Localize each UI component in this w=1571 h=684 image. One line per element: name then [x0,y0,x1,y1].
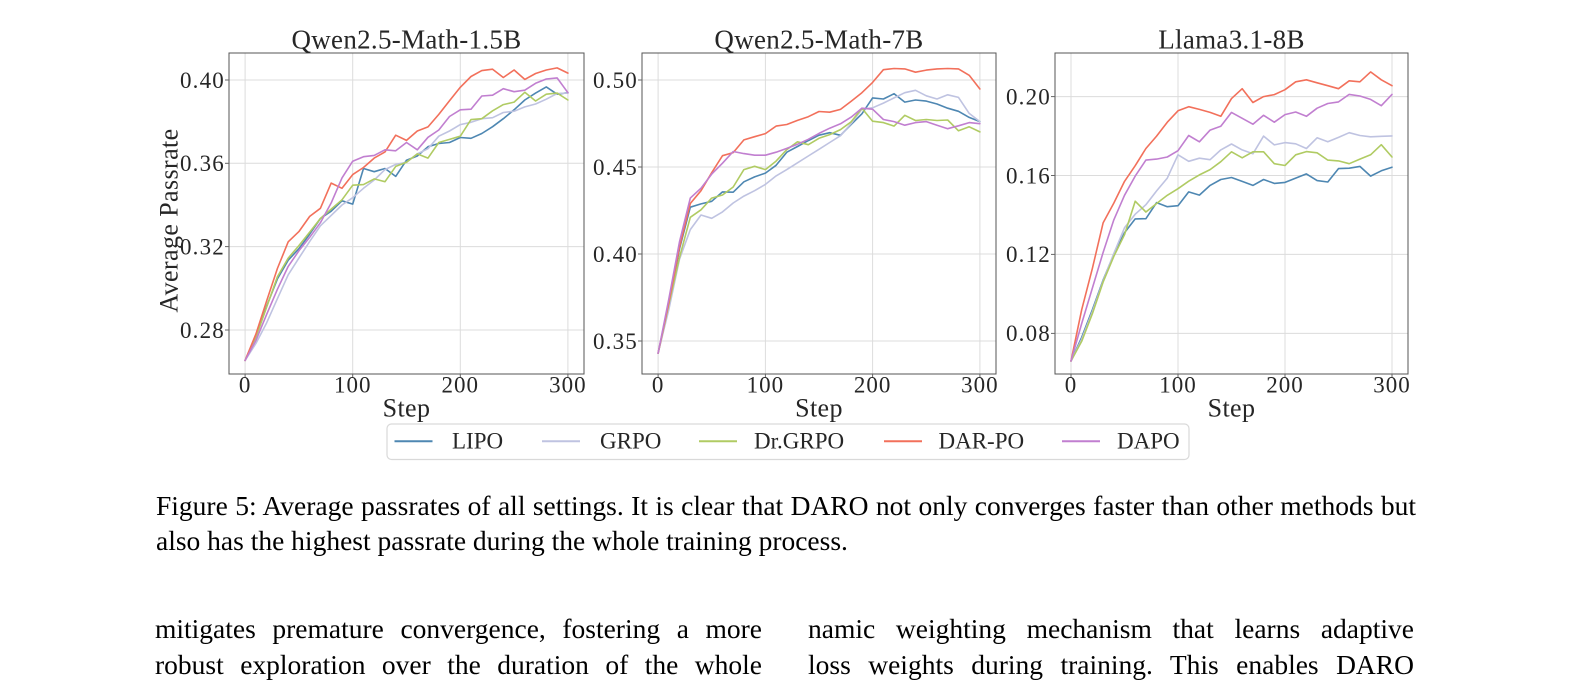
svg-text:100: 100 [747,373,785,398]
svg-text:0.20: 0.20 [1006,84,1051,109]
svg-text:0.36: 0.36 [180,151,225,176]
svg-text:0.45: 0.45 [593,155,638,180]
svg-text:Dr.GRPO: Dr.GRPO [754,429,844,454]
svg-text:Step: Step [795,394,843,423]
svg-text:300: 300 [1373,373,1411,398]
svg-text:0.28: 0.28 [180,318,225,343]
svg-text:0.12: 0.12 [1006,242,1051,267]
svg-text:0: 0 [239,373,252,398]
svg-text:0.50: 0.50 [593,68,638,93]
svg-text:DAPO: DAPO [1117,429,1180,454]
svg-text:200: 200 [854,373,892,398]
svg-text:0.40: 0.40 [593,242,638,267]
svg-text:0: 0 [652,373,665,398]
svg-text:0.32: 0.32 [180,234,225,259]
svg-text:200: 200 [442,373,480,398]
svg-text:LIPO: LIPO [452,429,503,454]
svg-text:Llama3.1-8B: Llama3.1-8B [1158,25,1305,55]
svg-text:Step: Step [383,394,431,423]
svg-text:Qwen2.5-Math-1.5B: Qwen2.5-Math-1.5B [291,25,521,55]
svg-text:Average Passrate: Average Passrate [155,128,184,312]
svg-text:Qwen2.5-Math-7B: Qwen2.5-Math-7B [714,25,923,55]
svg-text:0.35: 0.35 [593,329,638,354]
svg-text:100: 100 [334,373,372,398]
svg-text:Step: Step [1208,394,1256,423]
svg-text:GRPO: GRPO [600,429,661,454]
svg-text:0.16: 0.16 [1006,163,1051,188]
svg-text:DAR-PO: DAR-PO [939,429,1025,454]
svg-text:0.08: 0.08 [1006,321,1051,346]
svg-text:300: 300 [961,373,999,398]
svg-text:0.40: 0.40 [180,68,225,93]
svg-text:0: 0 [1065,373,1078,398]
svg-text:300: 300 [549,373,587,398]
svg-text:200: 200 [1266,373,1304,398]
svg-text:100: 100 [1159,373,1197,398]
